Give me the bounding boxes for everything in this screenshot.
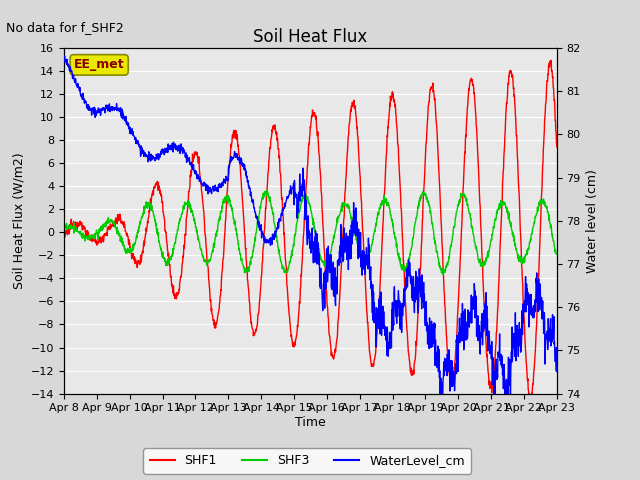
Text: No data for f_SHF2: No data for f_SHF2 — [6, 21, 124, 34]
X-axis label: Time: Time — [295, 416, 326, 429]
Y-axis label: Soil Heat Flux (W/m2): Soil Heat Flux (W/m2) — [12, 153, 25, 289]
Title: Soil Heat Flux: Soil Heat Flux — [253, 28, 367, 47]
Text: EE_met: EE_met — [74, 59, 125, 72]
Y-axis label: Water level (cm): Water level (cm) — [586, 169, 599, 273]
Legend: SHF1, SHF3, WaterLevel_cm: SHF1, SHF3, WaterLevel_cm — [143, 448, 471, 474]
